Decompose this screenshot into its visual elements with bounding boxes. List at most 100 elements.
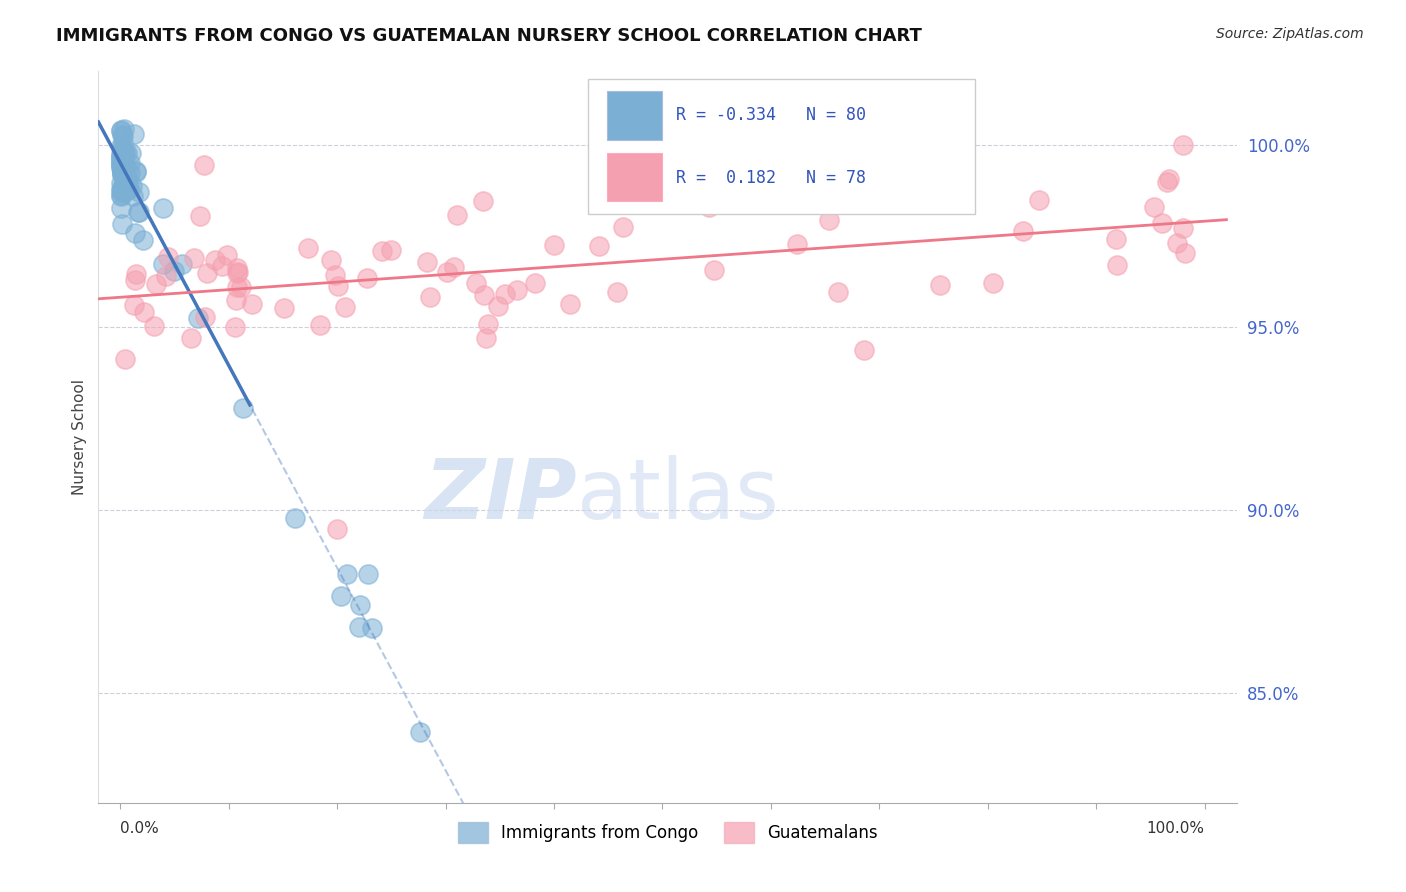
Point bbox=[110, 124, 132, 138]
Point bbox=[446, 208, 468, 222]
Point bbox=[380, 243, 402, 257]
Point bbox=[132, 233, 155, 247]
Point bbox=[326, 522, 349, 536]
Point bbox=[371, 244, 394, 258]
Point bbox=[118, 166, 141, 180]
Point bbox=[309, 318, 332, 332]
Point bbox=[474, 331, 496, 345]
Point bbox=[155, 268, 177, 283]
Point bbox=[112, 154, 135, 169]
Point bbox=[115, 184, 138, 198]
Point bbox=[194, 310, 217, 325]
Point bbox=[120, 146, 142, 161]
Point bbox=[128, 205, 150, 219]
Point bbox=[114, 167, 136, 181]
Point bbox=[122, 298, 145, 312]
Point bbox=[226, 279, 249, 293]
Point bbox=[117, 183, 139, 197]
Point bbox=[114, 177, 136, 191]
Point bbox=[697, 200, 720, 214]
Point bbox=[193, 158, 215, 172]
Point bbox=[1166, 235, 1188, 250]
Point bbox=[471, 194, 494, 208]
Point bbox=[195, 266, 218, 280]
Point bbox=[818, 213, 841, 227]
Point bbox=[111, 163, 134, 178]
Point bbox=[156, 250, 179, 264]
Point bbox=[506, 283, 529, 297]
Point bbox=[110, 187, 132, 202]
Point bbox=[409, 724, 432, 739]
Point bbox=[1150, 216, 1173, 230]
Point bbox=[111, 166, 134, 180]
Point bbox=[118, 179, 141, 194]
Point bbox=[443, 260, 465, 275]
Point bbox=[110, 154, 132, 169]
Point bbox=[125, 164, 148, 178]
Point bbox=[111, 168, 134, 182]
Text: IMMIGRANTS FROM CONGO VS GUATEMALAN NURSERY SCHOOL CORRELATION CHART: IMMIGRANTS FROM CONGO VS GUATEMALAN NURS… bbox=[56, 27, 922, 45]
Point bbox=[188, 209, 211, 223]
Point bbox=[349, 598, 371, 612]
Point bbox=[110, 152, 132, 166]
Text: 100.0%: 100.0% bbox=[1147, 822, 1205, 836]
Point bbox=[360, 621, 382, 635]
Point bbox=[122, 189, 145, 203]
Point bbox=[356, 271, 378, 285]
Point bbox=[486, 299, 509, 313]
Point bbox=[1105, 232, 1128, 246]
Point bbox=[336, 566, 359, 581]
Point bbox=[170, 257, 193, 271]
Point bbox=[125, 268, 148, 282]
Point bbox=[330, 589, 353, 603]
Point bbox=[111, 153, 134, 167]
Point bbox=[112, 129, 135, 144]
Bar bbox=[607, 153, 662, 202]
Point bbox=[606, 285, 628, 299]
Point bbox=[204, 252, 226, 267]
Point bbox=[110, 176, 132, 190]
Point bbox=[465, 276, 488, 290]
Text: ZIP: ZIP bbox=[425, 455, 576, 536]
Point bbox=[117, 179, 139, 194]
Point bbox=[232, 401, 254, 415]
Point bbox=[436, 265, 458, 279]
Point bbox=[187, 310, 209, 325]
Point bbox=[773, 188, 796, 202]
FancyBboxPatch shape bbox=[588, 78, 976, 214]
Point bbox=[588, 239, 610, 253]
Point bbox=[1171, 220, 1194, 235]
Point bbox=[472, 287, 495, 301]
Point bbox=[110, 123, 132, 137]
Point bbox=[494, 286, 516, 301]
Point bbox=[122, 128, 145, 142]
Point bbox=[112, 174, 135, 188]
Point bbox=[114, 145, 136, 159]
Point bbox=[415, 255, 437, 269]
Point bbox=[124, 226, 146, 240]
Point bbox=[112, 156, 135, 170]
Point bbox=[419, 290, 441, 304]
Point bbox=[111, 164, 134, 178]
Point bbox=[765, 172, 787, 186]
Point bbox=[224, 320, 246, 334]
Point bbox=[114, 163, 136, 178]
Point bbox=[132, 305, 155, 319]
Bar bbox=[607, 91, 662, 140]
Point bbox=[111, 217, 134, 231]
Point bbox=[1012, 224, 1035, 238]
Point bbox=[111, 180, 134, 194]
Point bbox=[111, 136, 134, 150]
Point bbox=[152, 257, 174, 271]
Point bbox=[115, 161, 138, 175]
Point bbox=[110, 157, 132, 171]
Text: R =  0.182   N = 78: R = 0.182 N = 78 bbox=[676, 169, 866, 186]
Point bbox=[114, 169, 136, 183]
Point bbox=[240, 297, 263, 311]
Point bbox=[111, 128, 134, 143]
Point bbox=[852, 343, 875, 357]
Point bbox=[827, 285, 849, 299]
Point bbox=[118, 156, 141, 170]
Point bbox=[273, 301, 295, 315]
Point bbox=[128, 186, 150, 200]
